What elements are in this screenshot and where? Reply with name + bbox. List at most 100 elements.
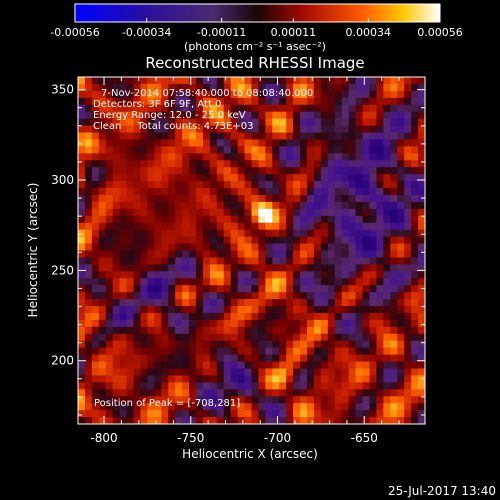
heatmap-cell <box>404 389 412 397</box>
heatmap-cell <box>313 236 322 245</box>
heatmap-cell <box>383 167 391 175</box>
heatmap-cell <box>98 285 107 293</box>
heatmap-cell <box>91 201 100 210</box>
heatmap-cell <box>78 111 86 120</box>
heatmap-cell <box>265 181 273 189</box>
heatmap-cell <box>91 278 100 286</box>
heatmap-cell <box>161 278 169 286</box>
heatmap-cell <box>369 410 378 418</box>
heatmap-cell <box>404 292 412 300</box>
heatmap-cell <box>293 222 301 231</box>
heatmap-cell <box>182 229 190 238</box>
heatmap-cell <box>418 215 425 224</box>
heatmap-cell <box>279 340 287 349</box>
heatmap-cell <box>105 139 114 147</box>
heatmap-cell <box>161 181 169 189</box>
heatmap-cell <box>168 312 176 321</box>
heatmap-cell <box>397 257 405 265</box>
heatmap-cell <box>300 229 308 238</box>
heatmap-cell <box>168 333 176 342</box>
heatmap-cell <box>258 389 266 397</box>
heatmap-cell <box>348 174 357 182</box>
heatmap-cell <box>258 299 266 307</box>
heatmap-cell <box>98 222 107 231</box>
heatmap-cell <box>341 229 350 238</box>
heatmap-cell <box>84 250 93 259</box>
heatmap-cell <box>168 340 176 349</box>
heatmap-cell <box>133 118 142 127</box>
heatmap-cell <box>265 194 273 203</box>
heatmap-cell <box>182 375 190 383</box>
heatmap-cell <box>258 361 266 370</box>
heatmap-cell <box>313 368 322 377</box>
heatmap-cell <box>286 243 294 252</box>
heatmap-cell <box>334 368 343 377</box>
heatmap-cell <box>334 139 343 147</box>
heatmap-cell <box>362 375 371 383</box>
heatmap-cell <box>286 194 294 203</box>
heatmap-cell <box>84 208 93 217</box>
heatmap-cell <box>175 264 183 272</box>
heatmap-cell <box>383 153 391 161</box>
heatmap-cell <box>189 77 197 85</box>
heatmap-cell <box>397 340 405 349</box>
heatmap-cell <box>341 257 350 265</box>
heatmap-cell <box>244 97 253 106</box>
heatmap-cell <box>265 90 273 99</box>
heatmap-cell <box>265 146 273 154</box>
heatmap-cell <box>84 326 93 335</box>
heatmap-cell <box>376 285 384 293</box>
heatmap-cell <box>411 306 419 314</box>
heatmap-cell <box>175 229 183 238</box>
heatmap-cell <box>279 361 287 370</box>
heatmap-cell <box>223 167 232 175</box>
heatmap-cell <box>258 160 266 168</box>
heatmap-cell <box>341 97 350 106</box>
heatmap-cell <box>418 312 425 321</box>
heatmap-cell <box>348 389 357 397</box>
heatmap-cell <box>300 306 308 314</box>
heatmap-cell <box>286 181 294 189</box>
heatmap-cell <box>91 319 100 328</box>
heatmap-cell <box>390 417 398 424</box>
heatmap-cell <box>126 243 135 252</box>
heatmap-cell <box>334 264 343 272</box>
heatmap-cell <box>279 278 287 286</box>
heatmap-cell <box>112 312 121 321</box>
heatmap-cell <box>334 146 343 154</box>
heatmap-cell <box>154 229 162 238</box>
heatmap-cell <box>348 361 357 370</box>
heatmap-cell <box>140 312 148 321</box>
heatmap-cell <box>411 208 419 217</box>
heatmap-cell <box>161 194 169 203</box>
heatmap-cell <box>91 417 100 424</box>
heatmap-cell <box>258 354 266 363</box>
heatmap-cell <box>154 319 162 328</box>
heatmap-cell <box>202 306 211 314</box>
heatmap-cell <box>383 312 391 321</box>
heatmap-cell <box>91 160 100 168</box>
heatmap-cell <box>307 333 315 342</box>
heatmap-cell <box>230 83 239 92</box>
heatmap-cell <box>182 146 190 154</box>
heatmap-cell <box>279 111 287 120</box>
heatmap-cell <box>369 382 378 390</box>
heatmap-cell <box>175 319 183 328</box>
heatmap-cell <box>154 132 162 141</box>
heatmap-cell <box>230 319 239 328</box>
heatmap-cell <box>154 208 162 217</box>
heatmap-cell <box>91 340 100 349</box>
heatmap-cell <box>119 208 128 217</box>
heatmap-cell <box>202 312 211 321</box>
heatmap-cell <box>112 285 121 293</box>
heatmap-cell <box>119 403 128 411</box>
heatmap-cell <box>355 264 364 272</box>
heatmap-cell <box>307 229 315 238</box>
heatmap-cell <box>397 77 405 85</box>
heatmap-cell <box>369 139 378 147</box>
heatmap-cell <box>307 382 315 390</box>
heatmap-cell <box>223 118 232 127</box>
heatmap-cell <box>334 278 343 286</box>
heatmap-cell <box>390 278 398 286</box>
heatmap-cell <box>189 410 197 418</box>
